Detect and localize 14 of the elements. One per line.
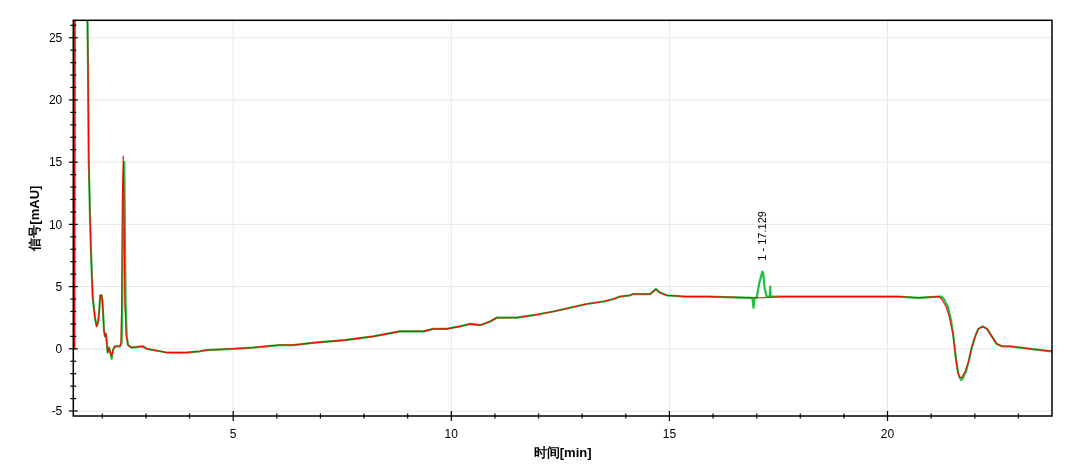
x-tick-label: 20 xyxy=(880,427,895,441)
y-tick-label: 20 xyxy=(48,93,63,108)
y-tick-label: 15 xyxy=(48,155,63,170)
x-axis-title: 时间[min] xyxy=(533,445,592,460)
x-tick-label: 5 xyxy=(229,427,237,441)
y-tick-label: -5 xyxy=(51,404,63,419)
y-tick-label: 5 xyxy=(55,279,63,294)
annotation: 1 - 17.129 xyxy=(756,211,769,261)
x-tick-label: 15 xyxy=(662,427,677,441)
y-axis-title: 信号[mAU] xyxy=(27,185,42,252)
y-tick-label: 0 xyxy=(55,342,63,357)
y-tick-label: 10 xyxy=(48,217,63,232)
y-tick-label: 25 xyxy=(48,31,63,46)
x-tick-label: 10 xyxy=(444,427,459,441)
